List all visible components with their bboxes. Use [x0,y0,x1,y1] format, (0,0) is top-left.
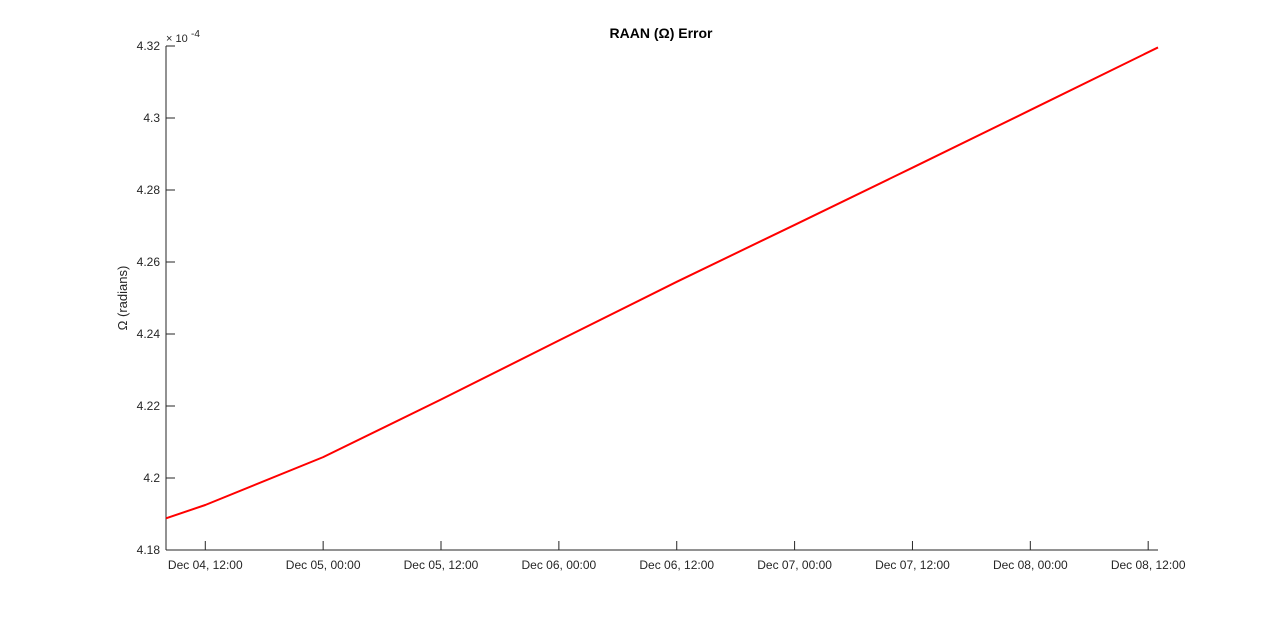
y-tick-label: 4.28 [137,183,161,197]
x-tick-label: Dec 08, 12:00 [1111,558,1186,572]
y-tick-label: 4.18 [137,543,161,557]
y-ticks: 4.18 4.2 4.22 4.24 4.26 4.28 4.3 4.32 [137,39,175,557]
series-group [165,46,1159,520]
y-tick-label: 4.32 [137,39,161,53]
y-tick-label: 4.3 [143,111,160,125]
y-axis-exponent-power: -4 [191,29,200,40]
y-tick-label: 4.26 [137,255,161,269]
y-tick-label: 4.22 [137,399,161,413]
x-tick-label: Dec 06, 12:00 [639,558,714,572]
y-axis-exponent: × 10 -4 [166,29,200,45]
x-tick-label: Dec 05, 12:00 [404,558,479,572]
y-axis-label: Ω (radians) [115,266,130,331]
chart-title: RAAN (Ω) Error [609,25,713,41]
x-tick-label: Dec 07, 00:00 [757,558,832,572]
series-line [165,46,1159,520]
y-axis-exponent-base: × 10 [166,33,188,45]
x-tick-label: Dec 06, 00:00 [522,558,597,572]
x-tick-label: Dec 07, 12:00 [875,558,950,572]
x-ticks: Dec 04, 12:00 Dec 05, 00:00 Dec 05, 12:00 D… [168,541,1186,572]
x-tick-label: Dec 05, 00:00 [286,558,361,572]
x-tick-label: Dec 08, 00:00 [993,558,1068,572]
x-tick-label: Dec 04, 12:00 [168,558,243,572]
y-tick-label: 4.24 [137,327,161,341]
y-tick-label: 4.2 [143,471,160,485]
